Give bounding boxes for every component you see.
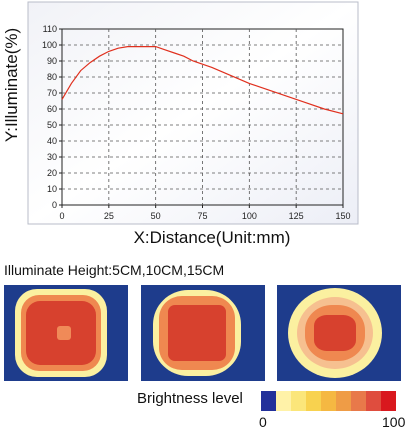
heatmap-caption: Illuminate Height:5CM,10CM,15CM <box>4 262 225 278</box>
brightness-swatch <box>381 391 396 411</box>
brightness-swatch <box>366 391 381 411</box>
y-tick-label: 10 <box>47 184 57 194</box>
x-tick-labels: 0 25 50 75 100 125 150 <box>59 211 350 221</box>
hotspot <box>57 326 71 340</box>
brightness-swatch <box>276 391 291 411</box>
x-tick-label: 125 <box>289 211 304 221</box>
scale-min-label: 0 <box>259 414 267 430</box>
ring-red <box>314 315 356 351</box>
y-tick-label: 0 <box>52 200 57 210</box>
brightness-scale <box>261 391 396 411</box>
y-tick-label: 90 <box>47 56 57 66</box>
x-tick-label: 0 <box>59 211 64 221</box>
line-chart: 0 25 50 75 100 125 150 0 10 20 30 40 50 60 70 80 90 100 1… <box>27 1 359 225</box>
brightness-swatch <box>261 391 276 411</box>
scale-max-label: 100 <box>382 414 406 430</box>
x-tick-label: 150 <box>335 211 350 221</box>
legend-label: Brightness level <box>137 390 243 407</box>
y-tick-label: 100 <box>42 40 57 50</box>
x-tick-label: 25 <box>104 211 114 221</box>
brightness-swatch <box>321 391 336 411</box>
y-tick-label: 40 <box>47 136 57 146</box>
y-tick-label: 30 <box>47 152 57 162</box>
heatmap-panel-10cm <box>141 285 265 381</box>
series-group <box>61 45 344 115</box>
x-axis-label: X:Distance(Unit:mm) <box>133 228 291 247</box>
heatmap-panel-15cm <box>277 285 401 381</box>
brightness-swatch <box>306 391 321 411</box>
y-tick-label: 20 <box>47 168 57 178</box>
ring-red <box>168 305 226 361</box>
y-tick-label: 50 <box>47 120 57 130</box>
x-tick-label: 75 <box>197 211 207 221</box>
brightness-swatch <box>336 391 351 411</box>
x-tick-label: 100 <box>242 211 257 221</box>
y-tick-label: 60 <box>47 104 57 114</box>
brightness-swatch <box>351 391 366 411</box>
brightness-swatch <box>291 391 306 411</box>
plot-background <box>27 1 359 225</box>
x-tick-label: 50 <box>151 211 161 221</box>
y-tick-labels: 0 10 20 30 40 50 60 70 80 90 100 110 <box>42 24 57 210</box>
y-tick-label: 110 <box>43 24 57 34</box>
y-axis-label: Y:Illuminate(%) <box>2 27 21 143</box>
y-tick-label: 70 <box>47 88 57 98</box>
y-tick-label: 80 <box>47 72 57 82</box>
heatmap-panel-5cm <box>4 285 128 381</box>
series-line-0 <box>61 45 344 115</box>
grid-lines <box>59 28 344 208</box>
